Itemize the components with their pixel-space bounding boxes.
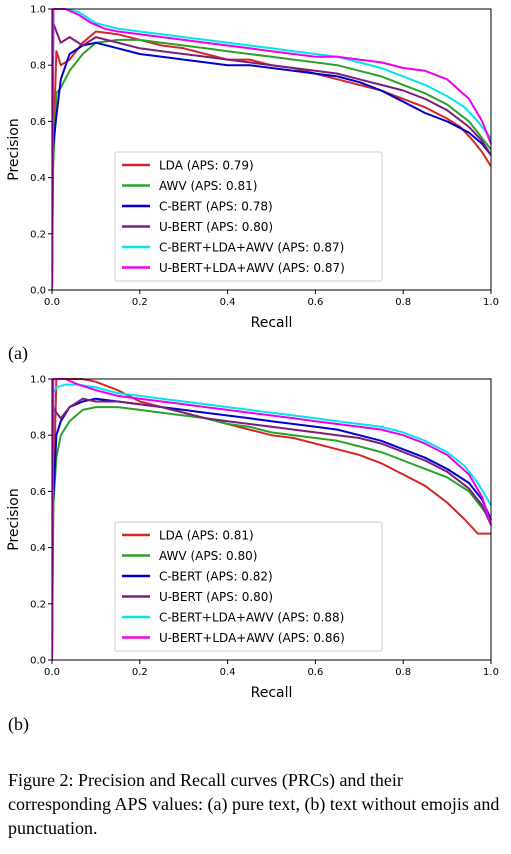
x-tick-label: 0.4 (220, 667, 236, 678)
x-axis-label: Recall (251, 685, 293, 701)
legend-box (114, 521, 383, 652)
chart-panel-a: 0.0 0.2 0.4 0.6 0.8 1.0 0.0 0.2 0.4 0.6 0.8 1.0 Reca… (0, 0, 511, 345)
series-group (52, 8, 492, 290)
x-tick-label: 0.2 (132, 297, 148, 308)
x-tick-label: 0.0 (44, 297, 60, 308)
y-tick-label: 0.6 (30, 117, 46, 128)
panel-label-a: (a) (8, 343, 28, 363)
x-tick-label: 0.8 (395, 667, 411, 678)
legend-box (114, 151, 383, 282)
y-tick-label: 0.8 (30, 431, 46, 442)
x-axis-label: Recall (251, 315, 293, 331)
series-line-4 (52, 397, 492, 660)
legend-label-6: U-BERT+LDA+AWV (APS: 0.86) (159, 631, 345, 645)
legend-label-3: C-BERT (APS: 0.82) (159, 570, 273, 584)
series-line-1 (52, 30, 492, 290)
legend-label-5: C-BERT+LDA+AWV (APS: 0.88) (159, 611, 344, 625)
panel-label-b: (b) (8, 714, 29, 734)
legend-label-4: U-BERT (APS: 0.80) (159, 220, 273, 234)
y-tick-label: 0.0 (30, 656, 46, 667)
series-line-2 (52, 406, 492, 660)
series-line-6 (52, 8, 492, 290)
y-tick-label: 1.0 (30, 5, 46, 16)
y-tick-label: 0.2 (30, 599, 46, 610)
x-tick-label: 0.8 (395, 297, 411, 308)
plot-frame (51, 8, 492, 291)
x-tick-label: 1.0 (483, 667, 499, 678)
x-tick-label: 0.6 (307, 297, 323, 308)
x-tick-label: 0.0 (44, 667, 60, 678)
y-tick-label: 0.6 (30, 487, 46, 498)
series-line-6 (52, 378, 492, 660)
y-tick-label: 0.0 (30, 286, 46, 297)
series-line-4 (52, 22, 492, 290)
legend-label-4: U-BERT (APS: 0.80) (159, 590, 273, 604)
y-tick-label: 0.2 (30, 229, 46, 240)
x-tick-label: 0.2 (132, 667, 148, 678)
y-axis-label: Precision (6, 488, 22, 550)
legend-label-1: LDA (APS: 0.81) (159, 529, 254, 543)
x-tick-label: 1.0 (483, 297, 499, 308)
y-tick-label: 0.4 (30, 543, 46, 554)
y-tick-label: 1.0 (30, 375, 46, 386)
x-tick-label: 0.4 (220, 297, 236, 308)
prc-chart-a: 0.0 0.2 0.4 0.6 0.8 1.0 0.0 0.2 0.4 0.6 0.8 1.0 Reca… (6, 5, 499, 332)
legend-label-1: LDA (APS: 0.79) (159, 159, 254, 173)
prc-chart-b: 0.0 0.2 0.4 0.6 0.8 1.0 0.0 0.2 0.4 0.6 0.8 1.0 Reca… (6, 375, 499, 702)
chart-panel-b: 0.0 0.2 0.4 0.6 0.8 1.0 0.0 0.2 0.4 0.6 0.8 1.0 Reca… (0, 370, 511, 715)
legend-label-2: AWV (APS: 0.81) (159, 179, 257, 193)
legend-label-2: AWV (APS: 0.80) (159, 549, 257, 563)
legend-label-5: C-BERT+LDA+AWV (APS: 0.87) (159, 241, 344, 255)
series-line-5 (52, 8, 492, 290)
x-tick-label: 0.6 (307, 667, 323, 678)
series-line-3 (52, 41, 492, 290)
plot-frame (51, 378, 492, 661)
y-tick-label: 0.4 (30, 173, 46, 184)
y-tick-label: 0.8 (30, 61, 46, 72)
legend-label-3: C-BERT (APS: 0.78) (159, 200, 273, 214)
series-line-2 (52, 38, 492, 290)
legend-label-6: U-BERT+LDA+AWV (APS: 0.87) (159, 261, 345, 275)
figure-caption: Figure 2: Precision and Recall curves (P… (8, 770, 500, 838)
y-axis-label: Precision (6, 118, 22, 180)
